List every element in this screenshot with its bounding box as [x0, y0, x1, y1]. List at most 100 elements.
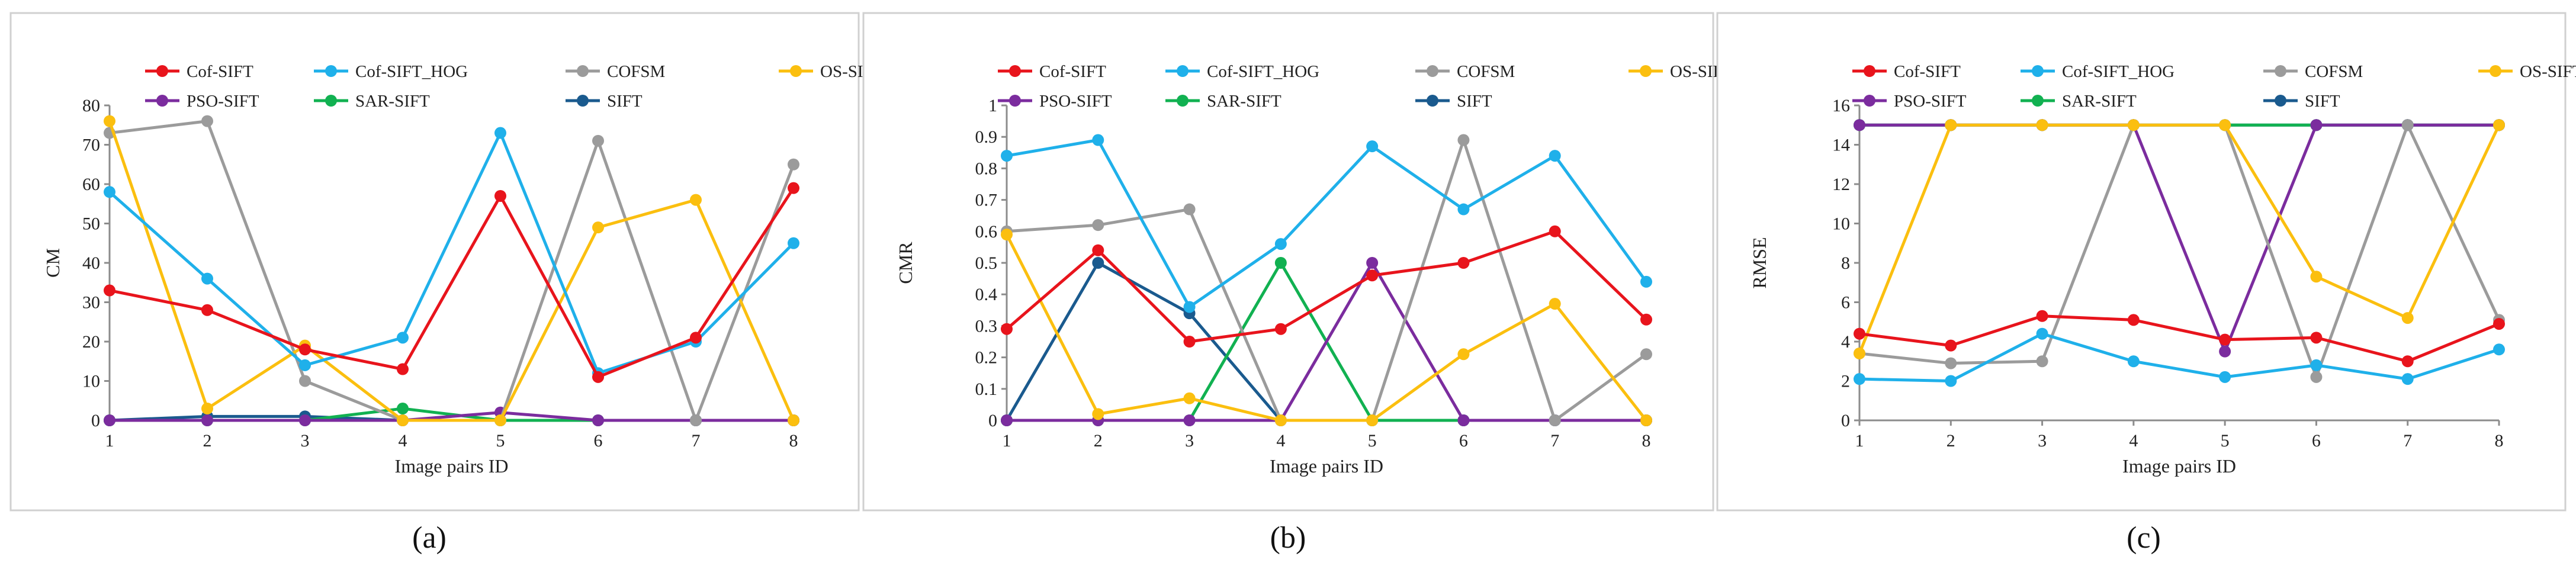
series-line [1858, 123, 2501, 354]
legend-label: PSO-SIFT [1894, 92, 1967, 111]
y-tick-label: 14 [1832, 136, 1850, 155]
panel-caption: (c) [2127, 521, 2161, 555]
data-point [1945, 119, 1957, 131]
legend-label: OS-SIFT [2520, 62, 2576, 81]
x-tick-label: 3 [2038, 431, 2047, 451]
data-point [1001, 414, 1013, 426]
legend-item-cofsm: COFSM [2263, 62, 2363, 81]
legend-marker [1640, 65, 1652, 77]
data-point [494, 414, 506, 426]
legend-item-sift: SIFT [1415, 92, 1492, 111]
legend-item-os-sift: OS-SIFT [2478, 62, 2576, 81]
x-tick-label: 8 [789, 431, 798, 451]
panel-caption: (b) [1270, 521, 1306, 555]
legend-item-sar-sift: SAR-SIFT [314, 92, 430, 111]
legend-label: SAR-SIFT [2062, 92, 2137, 111]
data-point [592, 221, 604, 234]
x-tick-label: 2 [1094, 431, 1103, 451]
x-axis-title: Image pairs ID [1270, 455, 1383, 477]
legend-label: Cof-SIFT_HOG [355, 62, 468, 81]
data-point [104, 186, 115, 198]
data-point [1549, 298, 1561, 310]
data-point [104, 414, 115, 426]
data-point [1183, 301, 1196, 313]
data-point [1854, 327, 1865, 340]
data-point [1274, 257, 1287, 269]
legend-item-cofsm: COFSM [566, 62, 665, 81]
series-os-sift [1854, 119, 2505, 359]
y-tick-label: 4 [1841, 332, 1850, 352]
y-tick-label: 0.9 [975, 127, 998, 147]
series-cof-sift-hog [1001, 134, 1652, 313]
data-point [494, 127, 506, 139]
y-tick-label: 0 [988, 411, 997, 430]
series-line [108, 120, 795, 422]
data-point [1640, 275, 1652, 288]
data-point [299, 375, 311, 387]
legend-label: SAR-SIFT [355, 92, 430, 111]
data-point [690, 194, 702, 206]
legend-marker [1009, 65, 1021, 77]
data-point [201, 414, 213, 426]
x-tick-label: 1 [1003, 431, 1011, 451]
y-tick-label: 0.5 [975, 253, 998, 273]
data-point [2310, 359, 2323, 371]
x-tick-label: 1 [1855, 431, 1864, 451]
data-point [690, 332, 702, 344]
data-point [397, 403, 409, 415]
legend-marker [2032, 95, 2044, 107]
data-point [299, 343, 311, 356]
y-tick-label: 12 [1832, 175, 1850, 194]
series-line [1006, 230, 1647, 343]
legend-label: Cof-SIFT [1894, 62, 1961, 81]
legend-marker [325, 65, 337, 77]
legend-marker [790, 65, 802, 77]
series-cof-sift [1854, 310, 2505, 368]
data-point [1001, 150, 1013, 162]
x-tick-label: 8 [1642, 431, 1651, 451]
legend-item-cof-sift: Cof-SIFT [145, 62, 253, 81]
chart-panel-b: 0 0.1 0.2 0.3 0.4 0.5 0.6 0.7 0.8 0.9 1 1 2 3 4 5 6 7 8 Ima… [862, 12, 1733, 555]
legend-label: Cof-SIFT_HOG [1207, 62, 1319, 81]
legend-item-cof-sift: Cof-SIFT [998, 62, 1106, 81]
y-tick-label: 0.7 [975, 191, 998, 210]
data-point [1457, 134, 1470, 146]
data-point [1183, 414, 1196, 426]
data-point [2127, 314, 2140, 326]
data-point [2310, 332, 2323, 344]
legend-item-pso-sift: PSO-SIFT [145, 92, 259, 111]
data-point [397, 332, 409, 344]
x-tick-label: 5 [496, 431, 505, 451]
legend-marker [156, 95, 168, 107]
panel-frame [862, 12, 1714, 512]
y-tick-label: 0 [91, 411, 100, 430]
data-point [592, 134, 604, 147]
data-point [1092, 408, 1104, 420]
legend-marker [1427, 95, 1438, 107]
legend: Cof-SIFT Cof-SIFT_HOG COFSM OS-SIFT PSO-SIFT… [1852, 62, 2576, 111]
data-point [1640, 348, 1652, 361]
data-point [1549, 225, 1561, 237]
x-tick-label: 4 [399, 431, 407, 451]
data-point [1183, 392, 1196, 404]
legend-item-pso-sift: PSO-SIFT [1852, 92, 1967, 111]
legend-label: Cof-SIFT_HOG [2062, 62, 2174, 81]
legend-item-sar-sift: SAR-SIFT [1165, 92, 1281, 111]
x-tick-label: 1 [105, 431, 114, 451]
data-point [2036, 119, 2048, 131]
data-point [788, 158, 799, 171]
legend-label: COFSM [2305, 62, 2363, 81]
y-tick-label: 40 [82, 253, 100, 273]
legend-marker [1177, 65, 1189, 77]
data-point [1092, 219, 1104, 231]
data-point [2127, 119, 2140, 131]
data-point [1274, 323, 1287, 335]
x-tick-label: 3 [301, 431, 310, 451]
legend-item-cof-sift-hog: Cof-SIFT_HOG [1165, 62, 1319, 81]
legend-label: Cof-SIFT [187, 62, 253, 81]
y-tick-label: 0.4 [975, 285, 998, 304]
legend-marker [1427, 65, 1438, 77]
data-point [2127, 355, 2140, 368]
x-axis-title: Image pairs ID [2122, 455, 2236, 477]
